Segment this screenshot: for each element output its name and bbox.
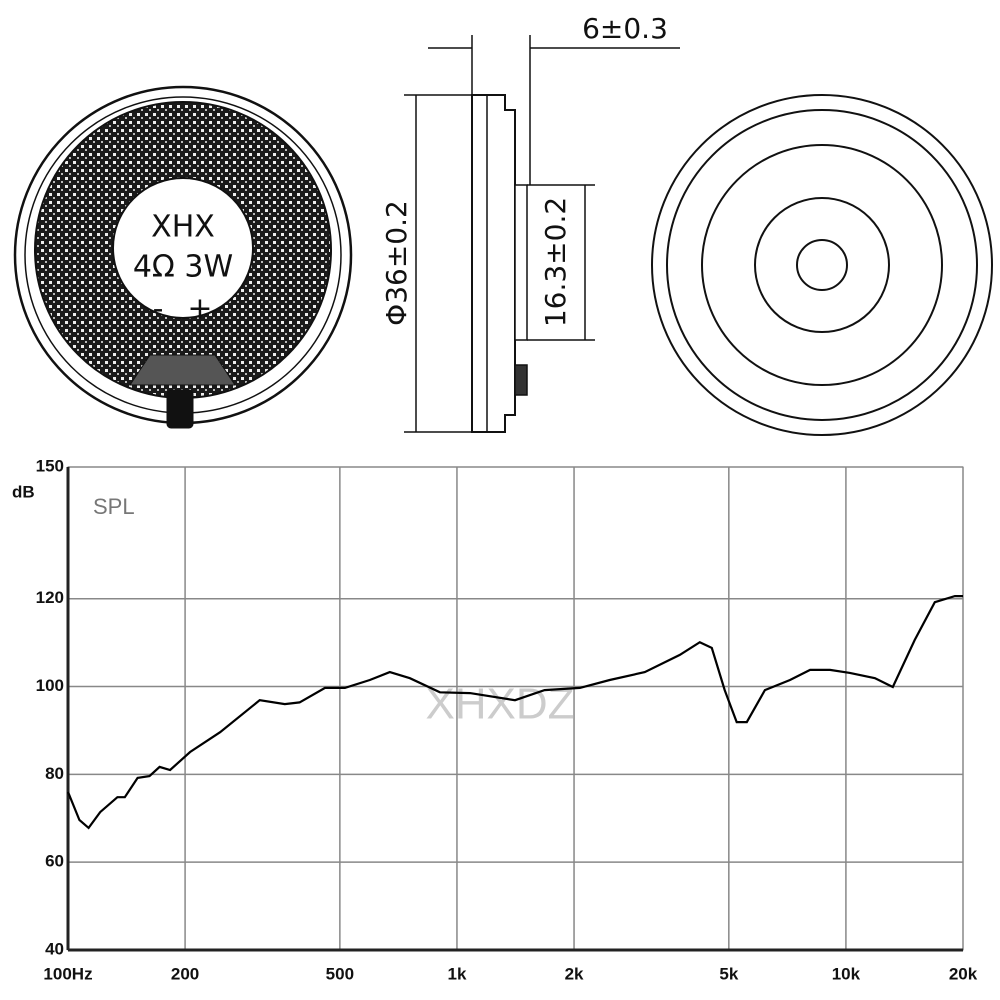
x-tick-label: 100Hz xyxy=(43,964,92,983)
y-tick-label: 40 xyxy=(45,939,64,958)
series-line xyxy=(66,595,963,830)
plus-label: + xyxy=(187,292,212,327)
x-tick-label: 20k xyxy=(949,964,978,983)
x-tick-label: 5k xyxy=(719,964,738,983)
diameter-label: Φ36±0.2 xyxy=(380,200,413,326)
plot-area xyxy=(67,466,964,951)
y-tick-label: 80 xyxy=(45,764,64,783)
y-tick-label: 60 xyxy=(45,852,64,871)
x-tick-label: 500 xyxy=(326,964,354,983)
y-axis-label: dB xyxy=(12,482,35,501)
speaker-front xyxy=(13,85,353,429)
x-tick-label: 1k xyxy=(447,964,466,983)
y-tick-label: 120 xyxy=(36,588,64,607)
y-tick-label: 100 xyxy=(36,676,64,695)
x-tick-label: 10k xyxy=(832,964,861,983)
x-tick-label: 2k xyxy=(565,964,584,983)
depth-label: 6±0.3 xyxy=(582,12,668,45)
magnet-label: 16.3±0.2 xyxy=(539,197,572,327)
y-tick-label: 150 xyxy=(36,456,64,475)
chart: 40 60 80 100 120 150 100Hz 200 500 1k 2k 5k 10k 20k dB… xyxy=(12,456,978,983)
rating-label: 4Ω 3W xyxy=(133,250,233,285)
speaker-back xyxy=(651,94,993,436)
speaker-side xyxy=(404,35,680,433)
watermark: XHXDZ xyxy=(425,680,574,729)
annotation: SPL xyxy=(93,494,135,519)
minus-label: - xyxy=(153,292,164,327)
brand-label: XHX xyxy=(151,210,215,245)
x-tick-label: 200 xyxy=(171,964,199,983)
